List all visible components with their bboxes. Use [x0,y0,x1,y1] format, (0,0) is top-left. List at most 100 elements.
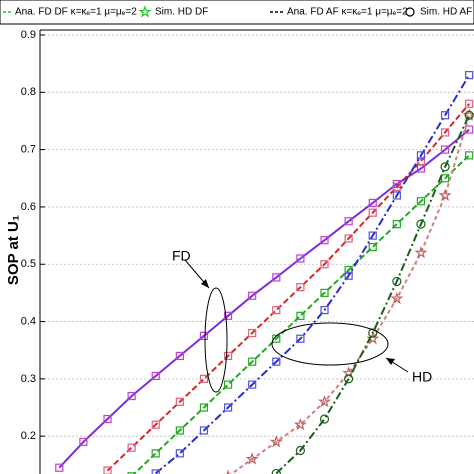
marker [465,99,474,108]
marker [103,414,112,424]
marker [175,426,184,435]
fd-ellipse [204,287,228,393]
hd-ellipse [271,322,389,366]
marker [55,463,64,472]
series-line [275,114,471,474]
fd-arrowhead [201,279,209,288]
marker [127,472,136,474]
series-line [132,154,470,474]
marker [368,198,377,208]
marker [175,449,184,458]
marker [127,443,136,452]
y-tick-label: 0.3 [21,373,36,385]
marker [390,291,404,305]
marker [440,128,450,137]
y-tick-label: 0.7 [21,144,36,156]
marker [344,271,353,280]
marker [296,311,305,320]
marker [392,220,401,229]
marker [79,437,88,447]
marker [414,245,428,259]
marker [440,111,450,120]
marker [392,276,402,287]
marker [223,403,233,412]
marker [151,371,160,381]
y-tick-label: 0.4 [21,315,36,327]
marker [392,191,401,200]
marker [223,380,233,389]
legend-swatch [138,5,152,18]
marker [175,351,184,361]
marker [271,468,281,474]
marker [440,174,450,183]
marker [320,305,329,315]
marker [344,374,354,384]
legend-swatch [405,7,415,17]
marker [440,145,450,154]
marker [293,417,307,431]
marker [272,273,281,282]
grid: 0.2 0.3 0.4 0.5 0.6 0.7 0.8 0.9 [21,29,474,442]
marker [296,334,305,343]
marker [223,311,233,320]
marker [320,236,329,245]
marker [464,110,474,120]
marker [296,254,305,263]
marker [318,394,332,408]
marker [151,449,160,458]
y-tick-label: 0.5 [21,258,36,270]
marker [416,219,426,229]
marker [416,197,426,206]
marker [296,283,305,292]
marker [366,331,380,345]
marker [245,452,259,465]
legend [0,0,474,25]
marker [392,182,401,191]
annotation: HD [412,369,432,385]
marker [272,305,281,315]
marker [320,288,329,297]
marker [368,242,377,252]
y-tick-label: 0.6 [21,201,36,213]
marker [368,328,378,338]
marker [416,156,426,166]
marker [416,151,426,160]
marker [272,334,281,343]
y-axis-label: SOP at U₁ [5,215,22,285]
legend-label: Ana. FD AF κ=κₑ=1 μ=μₑ=2 [287,7,408,18]
y-tick-label: 0.8 [21,86,36,98]
series-line [229,114,471,474]
marker [103,466,112,474]
annotation: FD [172,248,191,264]
marker [344,234,353,243]
marker [248,291,257,300]
marker [465,71,474,80]
marker [223,351,233,361]
legend-label: Ana. FD DF κ=κₑ=1 μ=μₑ=2 [15,7,137,18]
marker [319,414,330,424]
y-tick-label: 0.2 [21,430,36,442]
legend-label: Sim. HD DF [155,7,208,18]
marker [465,125,474,134]
marker [175,397,184,406]
marker [269,435,283,448]
marker [248,328,257,338]
marker [344,217,353,226]
y-tick-label: 0.9 [21,29,36,41]
marker [199,426,209,435]
marker [465,151,474,160]
legend-label: Sim. HD AF [420,7,472,18]
marker [248,357,257,366]
marker [272,357,281,366]
marker [151,469,160,474]
marker [295,445,305,456]
marker [127,391,136,401]
marker [368,231,377,240]
plot-area [55,71,474,474]
marker [320,260,329,269]
marker [368,208,377,217]
marker [199,374,209,383]
